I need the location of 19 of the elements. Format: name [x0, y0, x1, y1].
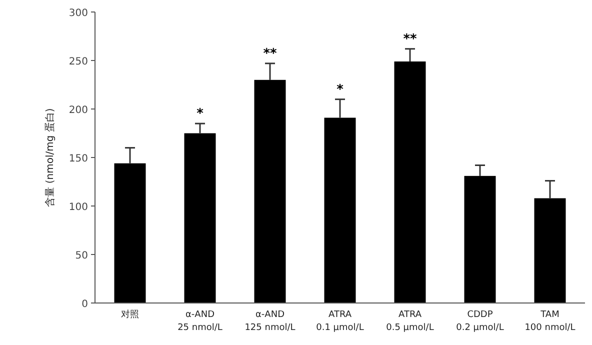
annotation: ** [263, 46, 277, 62]
y-tick-label: 250 [68, 56, 88, 68]
annotation: * [336, 82, 344, 98]
x-tick-label: 对照 [121, 309, 139, 320]
y-tick-label: 300 [68, 8, 88, 19]
x-tick-label: ATRA 0.5 μmol/L [386, 310, 434, 333]
annotation: * [196, 106, 204, 122]
x-tick-label: ATRA 0.1 μmol/L [316, 310, 364, 333]
y-tick-label: 0 [82, 299, 88, 310]
y-tick-label: 150 [68, 154, 88, 164]
x-tick-label: α-AND 25 nmol/L [178, 310, 222, 333]
y-tick-label: 200 [68, 105, 88, 116]
x-tick-label: CDDP 0.2 μmol/L [456, 310, 504, 333]
annotation: ** [403, 32, 417, 47]
y-axis-title: 含量 (nmol/mg 蛋白) [44, 108, 56, 207]
x-tick-label: α-AND 125 nmol/L [244, 310, 296, 333]
y-tick-label: 50 [75, 250, 88, 262]
y-tick-label: 100 [68, 202, 88, 213]
x-tick-label: TAM 100 nmol/L [524, 310, 576, 333]
